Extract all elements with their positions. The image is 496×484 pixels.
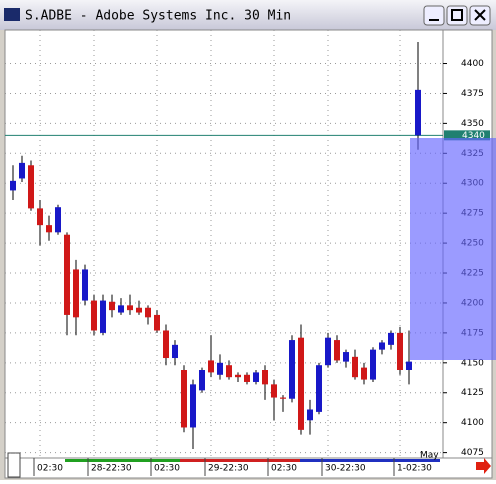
x-tick-label: 02:30 [37,464,63,474]
maximize-button[interactable] [446,5,468,26]
candle-body [352,356,358,378]
candle-body [298,337,304,430]
time-axis-bar [4,457,493,479]
candle-body [28,165,34,209]
candle-body [127,305,133,311]
candle-body [370,349,376,380]
candle-body [334,340,340,361]
app-icon [4,8,20,21]
session-strip [65,459,180,462]
candle-body [37,208,43,226]
x-tick-label: 1-02:30 [397,464,432,474]
candle-body [73,269,79,318]
candle-body [379,342,385,350]
session-strip [300,459,440,462]
candle-body [82,269,88,301]
candle-body [199,370,205,391]
candle-body [136,307,142,313]
candle-body [316,365,322,412]
title-bar [0,0,496,30]
candle-body [100,300,106,333]
candle-body [163,330,169,359]
y-tick-label: 4125 [461,388,484,398]
maximize-icon [451,9,463,21]
session-strip [180,459,300,462]
price-label-box [444,130,490,141]
candle-body [64,234,70,315]
candle-body [172,344,178,359]
selection-overlay [410,138,496,360]
scroll-box[interactable] [7,452,21,478]
candle-body [91,300,97,331]
candle-body [361,367,367,380]
window-buttons[interactable] [423,5,491,26]
scroll-arrow[interactable] [476,458,491,474]
candle-body [325,337,331,366]
candle-body [226,365,232,378]
candle-body [109,301,115,311]
candle-body [190,384,196,428]
candle-body [181,370,187,428]
y-tick-label: 4375 [461,89,484,99]
candle-body [415,89,421,136]
y-tick-label: 4100 [461,418,484,428]
close-icon [474,9,486,21]
candle-body [343,352,349,362]
candle-body [406,361,412,370]
candle-body [244,374,250,382]
candle-body [307,409,313,421]
minimize-button[interactable] [423,5,445,26]
candle-body [397,332,403,370]
x-tick-label: 02:30 [271,464,297,474]
candle-body [262,370,268,385]
y-tick-label: 4075 [461,448,484,458]
annotation: May [420,451,439,461]
price-label: 4340 [462,131,485,141]
candle-body [208,360,214,373]
candle-body [289,340,295,399]
candle-body [235,374,241,378]
candle-body [55,207,61,233]
x-tick-label: 28-22:30 [91,464,132,474]
candle-body [388,332,394,345]
y-tick-label: 4400 [461,59,484,69]
x-tick-label: 29-22:30 [208,464,249,474]
candle-body [271,384,277,398]
candle-body [10,180,16,191]
candle-body [46,225,52,233]
candle-body [118,305,124,313]
x-tick-label: 02:30 [154,464,180,474]
y-tick-label: 4350 [461,119,484,129]
candle-body [145,307,151,318]
window-title: S.ADBE - Adobe Systems Inc. 30 Min [25,9,291,24]
candle-body [217,362,223,375]
y-tick-label: 4150 [461,358,484,368]
candle-body [253,372,259,382]
candle-body [19,162,25,179]
candle-body [154,314,160,331]
candle-body [280,397,286,399]
x-tick-label: 30-22:30 [325,464,366,474]
